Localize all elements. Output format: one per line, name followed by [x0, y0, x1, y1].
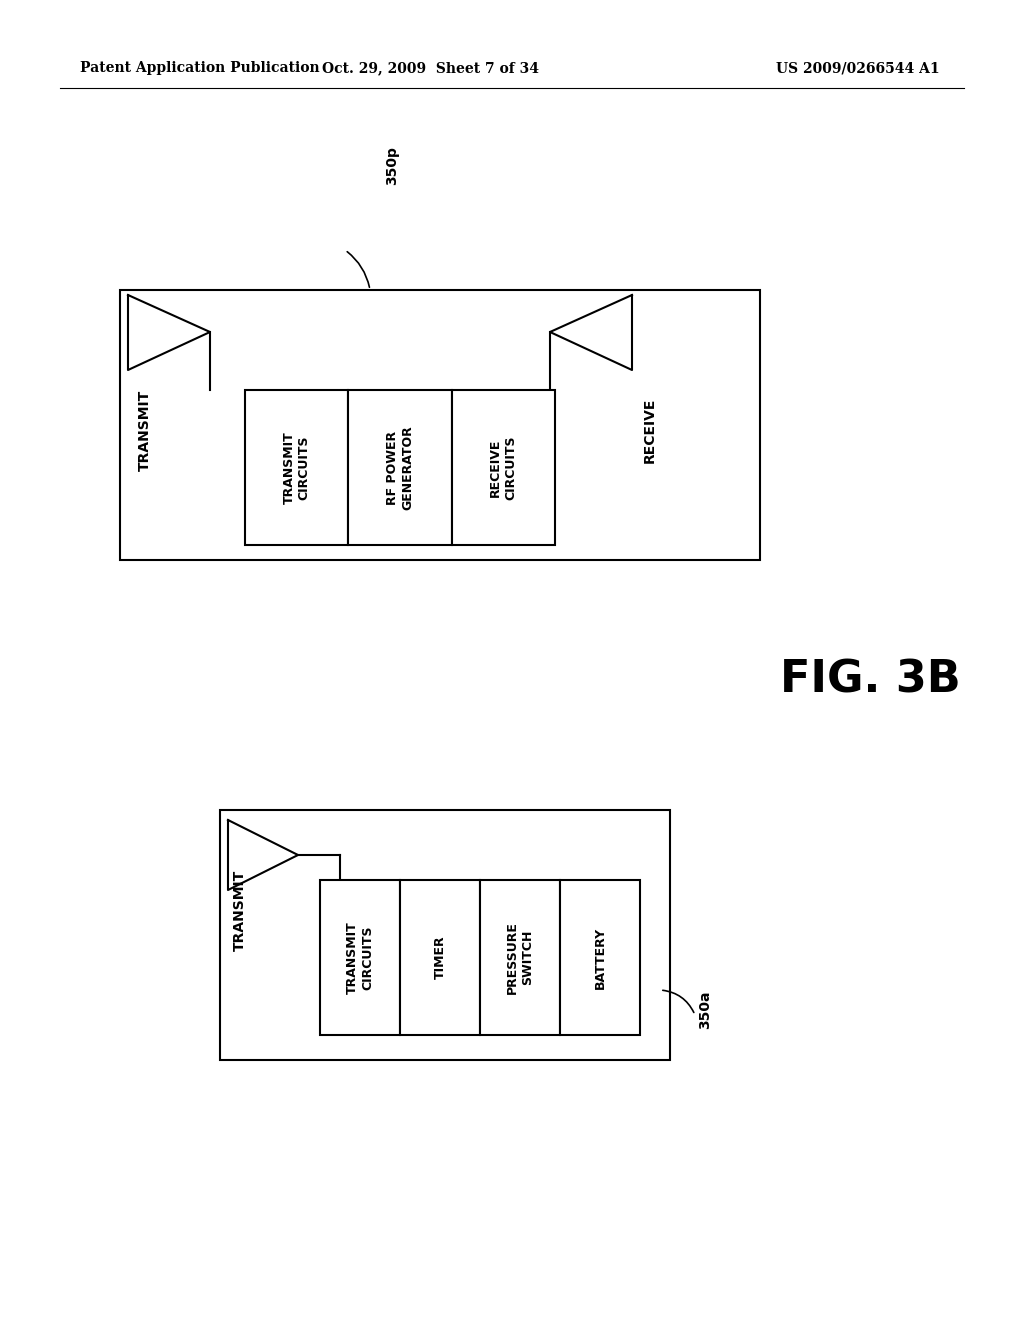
Bar — [400, 880, 480, 1035]
Text: Patent Application Publication: Patent Application Publication — [80, 61, 319, 75]
Bar — [120, 290, 760, 560]
Bar — [348, 389, 452, 545]
Text: TRANSMIT
CIRCUITS: TRANSMIT CIRCUITS — [346, 921, 374, 994]
Text: 350p: 350p — [385, 147, 399, 185]
Text: RECEIVE
CIRCUITS: RECEIVE CIRCUITS — [489, 436, 517, 500]
Text: PRESSURE
SWITCH: PRESSURE SWITCH — [506, 921, 534, 994]
Text: BATTERY: BATTERY — [594, 927, 606, 989]
Text: US 2009/0266544 A1: US 2009/0266544 A1 — [776, 61, 940, 75]
Text: FIG. 3B: FIG. 3B — [779, 659, 961, 701]
Text: RECEIVE: RECEIVE — [643, 397, 657, 463]
Text: TRANSMIT
CIRCUITS: TRANSMIT CIRCUITS — [283, 432, 310, 504]
Text: RF POWER
GENERATOR: RF POWER GENERATOR — [386, 425, 414, 510]
Text: Oct. 29, 2009  Sheet 7 of 34: Oct. 29, 2009 Sheet 7 of 34 — [322, 61, 539, 75]
Bar — [452, 389, 555, 545]
Bar — [319, 880, 400, 1035]
Bar — [245, 389, 348, 545]
Text: TIMER: TIMER — [433, 936, 446, 979]
Bar — [220, 810, 670, 1060]
Text: TRANSMIT: TRANSMIT — [233, 870, 247, 950]
Text: 350a: 350a — [698, 991, 712, 1030]
Bar — [480, 880, 560, 1035]
Text: TRANSMIT: TRANSMIT — [138, 389, 152, 471]
Bar — [560, 880, 640, 1035]
